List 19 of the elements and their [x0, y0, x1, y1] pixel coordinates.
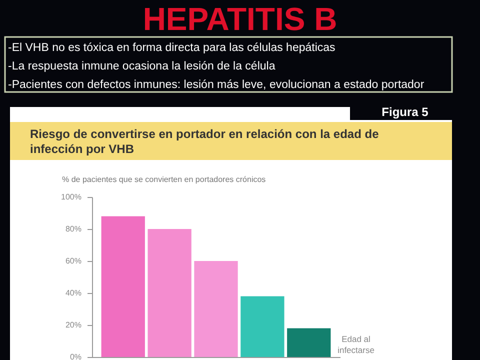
y-tick-label: 80%: [65, 224, 82, 234]
bar: [101, 216, 145, 357]
bar: [240, 296, 284, 357]
y-tick-label: 100%: [61, 192, 82, 202]
y-axis-title: % de pacientes que se convierten en portadores crónicos: [62, 175, 266, 184]
text: -La respuesta inmune ocasiona la lesión de la célula: [8, 60, 276, 72]
x-axis-title: Edad al infectarse: [338, 334, 375, 355]
bar: [148, 229, 192, 357]
chart-title: Riesgo de convertirse en portador en relación con la edad de infección por VHB: [30, 127, 380, 156]
text: -El VHB no es tóxica en forma directa para las células hepáticas: [8, 42, 336, 54]
y-tick-label: 40%: [65, 288, 82, 298]
text: HEPATITIS B: [142, 1, 338, 37]
bar: [194, 261, 238, 357]
text: -Pacientes con defectos inmunes: lesión más leve, evolucionan a estado portador: [8, 79, 424, 91]
y-tick-label: 0%: [70, 352, 82, 360]
y-tick-label: 20%: [65, 320, 82, 330]
bar: [287, 328, 331, 357]
y-tick-label: 60%: [65, 256, 82, 266]
text: Figura 5: [382, 105, 429, 119]
